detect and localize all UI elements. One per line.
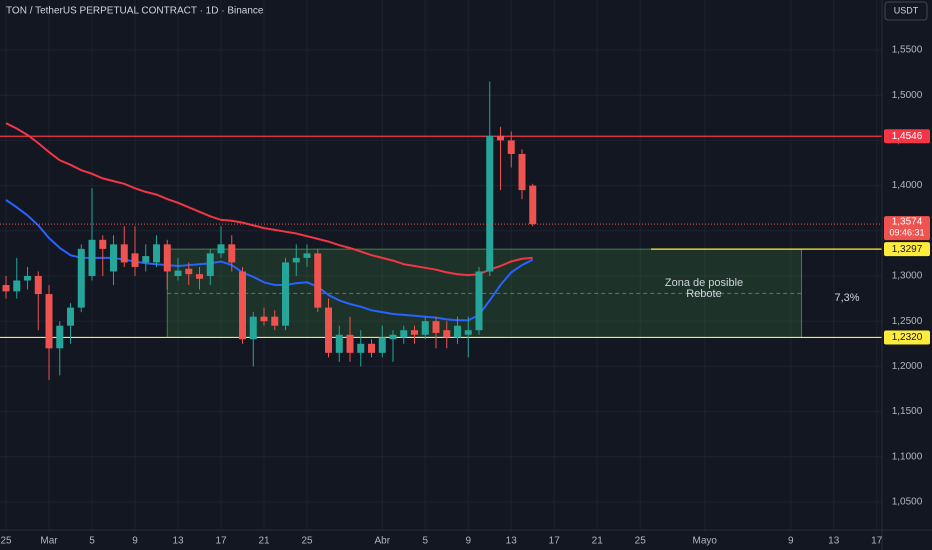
candle-body	[432, 321, 440, 333]
candle-body	[292, 257, 300, 263]
price-level-tag	[884, 330, 930, 345]
x-tick-label: 21	[592, 536, 604, 547]
candle-body	[389, 334, 397, 340]
last-price-label: 1,3574	[892, 217, 923, 228]
x-tick-label: 17	[215, 536, 227, 547]
candle-body	[475, 271, 483, 331]
price-level-tag	[884, 242, 930, 257]
candle-body	[88, 239, 96, 276]
candle-body	[325, 307, 333, 353]
moving-average	[5, 122, 533, 277]
candle-body	[346, 334, 354, 353]
candle-body	[24, 275, 32, 281]
candle-body	[529, 185, 537, 225]
candle-body	[314, 253, 322, 308]
y-tick-label: 1,1500	[892, 406, 923, 417]
zone-label: Zona de posible	[665, 277, 743, 289]
candle-body	[518, 153, 526, 191]
candle-body	[303, 253, 311, 258]
x-tick-label: 25	[0, 536, 12, 547]
currency-button[interactable]	[884, 1, 928, 21]
candle-body	[249, 316, 257, 340]
candle-body	[77, 248, 85, 308]
candle-body	[335, 334, 343, 353]
candle-body	[454, 325, 462, 338]
candle-body	[13, 280, 21, 292]
candle-body	[228, 244, 236, 263]
x-tick-label: 13	[828, 536, 840, 547]
candle-body	[496, 135, 504, 141]
candle-body	[196, 274, 204, 279]
candle-body	[153, 244, 161, 263]
y-tick-label: 1,5000	[892, 90, 923, 101]
plot-area	[0, 81, 882, 380]
candle-body	[378, 337, 386, 353]
candle-body	[271, 316, 279, 326]
candle-body	[34, 275, 42, 295]
y-tick-label: 1,5500	[892, 45, 923, 56]
candle-body	[357, 343, 365, 353]
candle-body	[67, 307, 75, 326]
x-tick-label: 9	[132, 536, 138, 547]
candle-body	[174, 270, 182, 276]
candle-body	[2, 285, 10, 292]
candle-body	[110, 244, 118, 272]
candle-body	[464, 330, 472, 335]
candle-body	[131, 253, 139, 267]
candle-body	[56, 325, 64, 349]
y-tick-label: 1,1000	[892, 451, 923, 462]
candle-body	[486, 135, 494, 272]
candle-body	[45, 294, 53, 349]
candle-body	[507, 140, 515, 154]
x-tick-label: 17	[871, 536, 883, 547]
y-tick-label: 1,2500	[892, 316, 923, 327]
last-price-box	[884, 216, 930, 241]
candle-body	[206, 253, 214, 276]
x-tick-label: 25	[301, 536, 313, 547]
countdown-label: 09:46:31	[889, 227, 924, 237]
x-tick-label: Mayo	[693, 536, 718, 547]
candle-body	[368, 343, 376, 353]
candle-body	[120, 244, 128, 263]
x-tick-label: 17	[549, 536, 561, 547]
x-tick-label: 25	[635, 536, 647, 547]
y-tick-label: 1,2000	[892, 361, 923, 372]
x-tick-label: 5	[422, 536, 428, 547]
candle-body	[239, 271, 247, 340]
candle-body	[99, 239, 107, 249]
candle-body	[217, 244, 225, 254]
y-tick-label: 1,4000	[892, 180, 923, 191]
candle-body	[185, 268, 193, 275]
candle-body	[421, 321, 429, 335]
x-tick-label: 21	[258, 536, 270, 547]
zone-change: 7,3%	[834, 292, 859, 304]
price-level-label: 1,3297	[892, 244, 923, 255]
candle-body	[400, 330, 408, 338]
x-tick-label: Abr	[374, 536, 390, 547]
x-tick-label: 13	[506, 536, 518, 547]
y-tick-label: 1,3000	[892, 271, 923, 282]
x-tick-label: Mar	[40, 536, 58, 547]
candle-body	[260, 316, 268, 322]
x-tick-label: 13	[172, 536, 184, 547]
x-tick-label: 9	[465, 536, 471, 547]
candle-body	[163, 244, 171, 272]
candle-body	[411, 330, 419, 335]
candle-body	[443, 330, 451, 338]
price-level-tag	[884, 129, 930, 144]
x-tick-label: 5	[89, 536, 95, 547]
candle-body	[282, 262, 290, 326]
y-tick-label: 1,0500	[892, 497, 923, 508]
price-level-label: 1,2320	[892, 332, 923, 343]
candle-body	[142, 256, 150, 263]
price-level-label: 1,4546	[892, 131, 923, 142]
zone-label: Rebote	[686, 288, 721, 300]
chart-title: TON / TetherUS PERPETUAL CONTRACT · 1D ·…	[6, 6, 264, 17]
currency-label: USDT	[894, 5, 919, 15]
x-tick-label: 9	[788, 536, 794, 547]
